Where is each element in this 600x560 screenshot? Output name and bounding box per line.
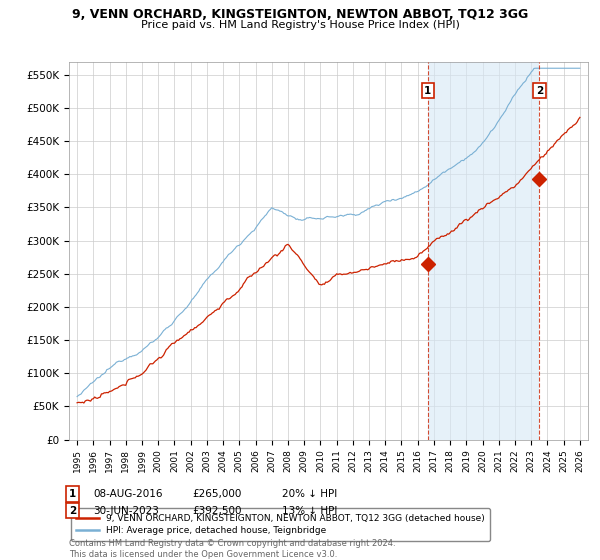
Text: 30-JUN-2023: 30-JUN-2023 [93,506,159,516]
Bar [428,62,539,440]
Text: 2: 2 [536,86,543,96]
Text: 08-AUG-2016: 08-AUG-2016 [93,489,163,499]
Legend: 9, VENN ORCHARD, KINGSTEIGNTON, NEWTON ABBOT, TQ12 3GG (detached house), HPI: Av: 9, VENN ORCHARD, KINGSTEIGNTON, NEWTON A… [71,508,490,541]
Text: £265,000: £265,000 [192,489,241,499]
Text: 1: 1 [69,489,76,499]
Text: 1: 1 [424,86,431,96]
Text: 9, VENN ORCHARD, KINGSTEIGNTON, NEWTON ABBOT, TQ12 3GG: 9, VENN ORCHARD, KINGSTEIGNTON, NEWTON A… [72,8,528,21]
Text: £392,500: £392,500 [192,506,241,516]
Text: 20% ↓ HPI: 20% ↓ HPI [282,489,337,499]
Text: 2: 2 [69,506,76,516]
Text: Price paid vs. HM Land Registry's House Price Index (HPI): Price paid vs. HM Land Registry's House … [140,20,460,30]
Text: Contains HM Land Registry data © Crown copyright and database right 2024.
This d: Contains HM Land Registry data © Crown c… [69,539,395,559]
Text: 13% ↓ HPI: 13% ↓ HPI [282,506,337,516]
